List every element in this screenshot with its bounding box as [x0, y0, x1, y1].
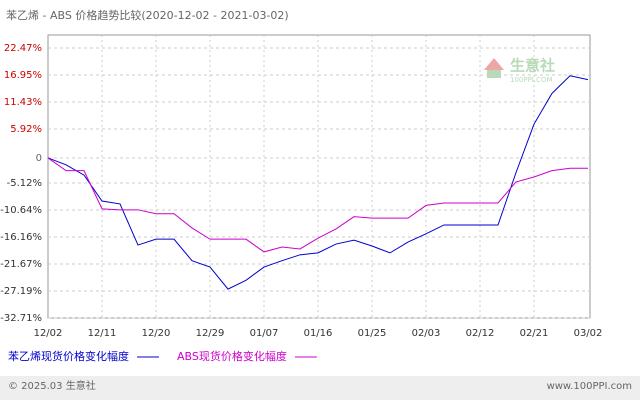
y-tick-label: 16.95% — [4, 70, 42, 81]
x-tick-label: 12/20 — [142, 328, 171, 339]
x-tick-label: 12/02 — [34, 328, 63, 339]
x-tick-label: 02/03 — [412, 328, 441, 339]
y-tick-label: -32.71% — [0, 313, 42, 324]
logo-icon — [487, 70, 501, 78]
y-tick-label: 0 — [36, 153, 42, 164]
y-tick-label: -16.16% — [0, 232, 42, 243]
x-tick-label: 01/07 — [250, 328, 279, 339]
series-line — [47, 75, 589, 290]
watermark-sub: 100PPI.COM — [510, 76, 553, 84]
x-tick-label: 01/25 — [358, 328, 387, 339]
x-tick-label: 02/12 — [466, 328, 495, 339]
watermark: 生意社 100PPI.COM — [484, 57, 555, 84]
y-tick-label: -21.67% — [0, 259, 42, 270]
x-tick-label: 12/29 — [196, 328, 225, 339]
y-tick-label: -27.19% — [0, 286, 42, 297]
x-tick-label: 03/02 — [574, 328, 603, 339]
y-tick-label: 11.43% — [4, 97, 42, 108]
legend-label: 苯乙烯现货价格变化幅度 — [8, 349, 129, 363]
x-tick-label: 12/11 — [88, 328, 117, 339]
y-tick-label: -10.64% — [0, 205, 42, 216]
x-tick-label: 01/16 — [304, 328, 333, 339]
y-tick-label: -5.12% — [7, 178, 42, 189]
watermark-text: 生意社 — [510, 57, 555, 75]
chart-title: 苯乙烯 - ABS 价格趋势比较(2020-12-02 - 2021-03-02… — [6, 8, 289, 22]
footer-right: www.100PPI.com — [547, 381, 632, 392]
footer-left: © 2025.03 生意社 — [8, 379, 96, 392]
y-tick-label: 5.92% — [10, 124, 42, 135]
series-line — [47, 157, 588, 253]
legend-label: ABS现货价格变化幅度 — [177, 349, 287, 363]
x-tick-label: 02/21 — [520, 328, 549, 339]
footer — [0, 376, 640, 400]
y-tick-label: 22.47% — [4, 43, 42, 54]
logo-icon — [484, 58, 504, 70]
